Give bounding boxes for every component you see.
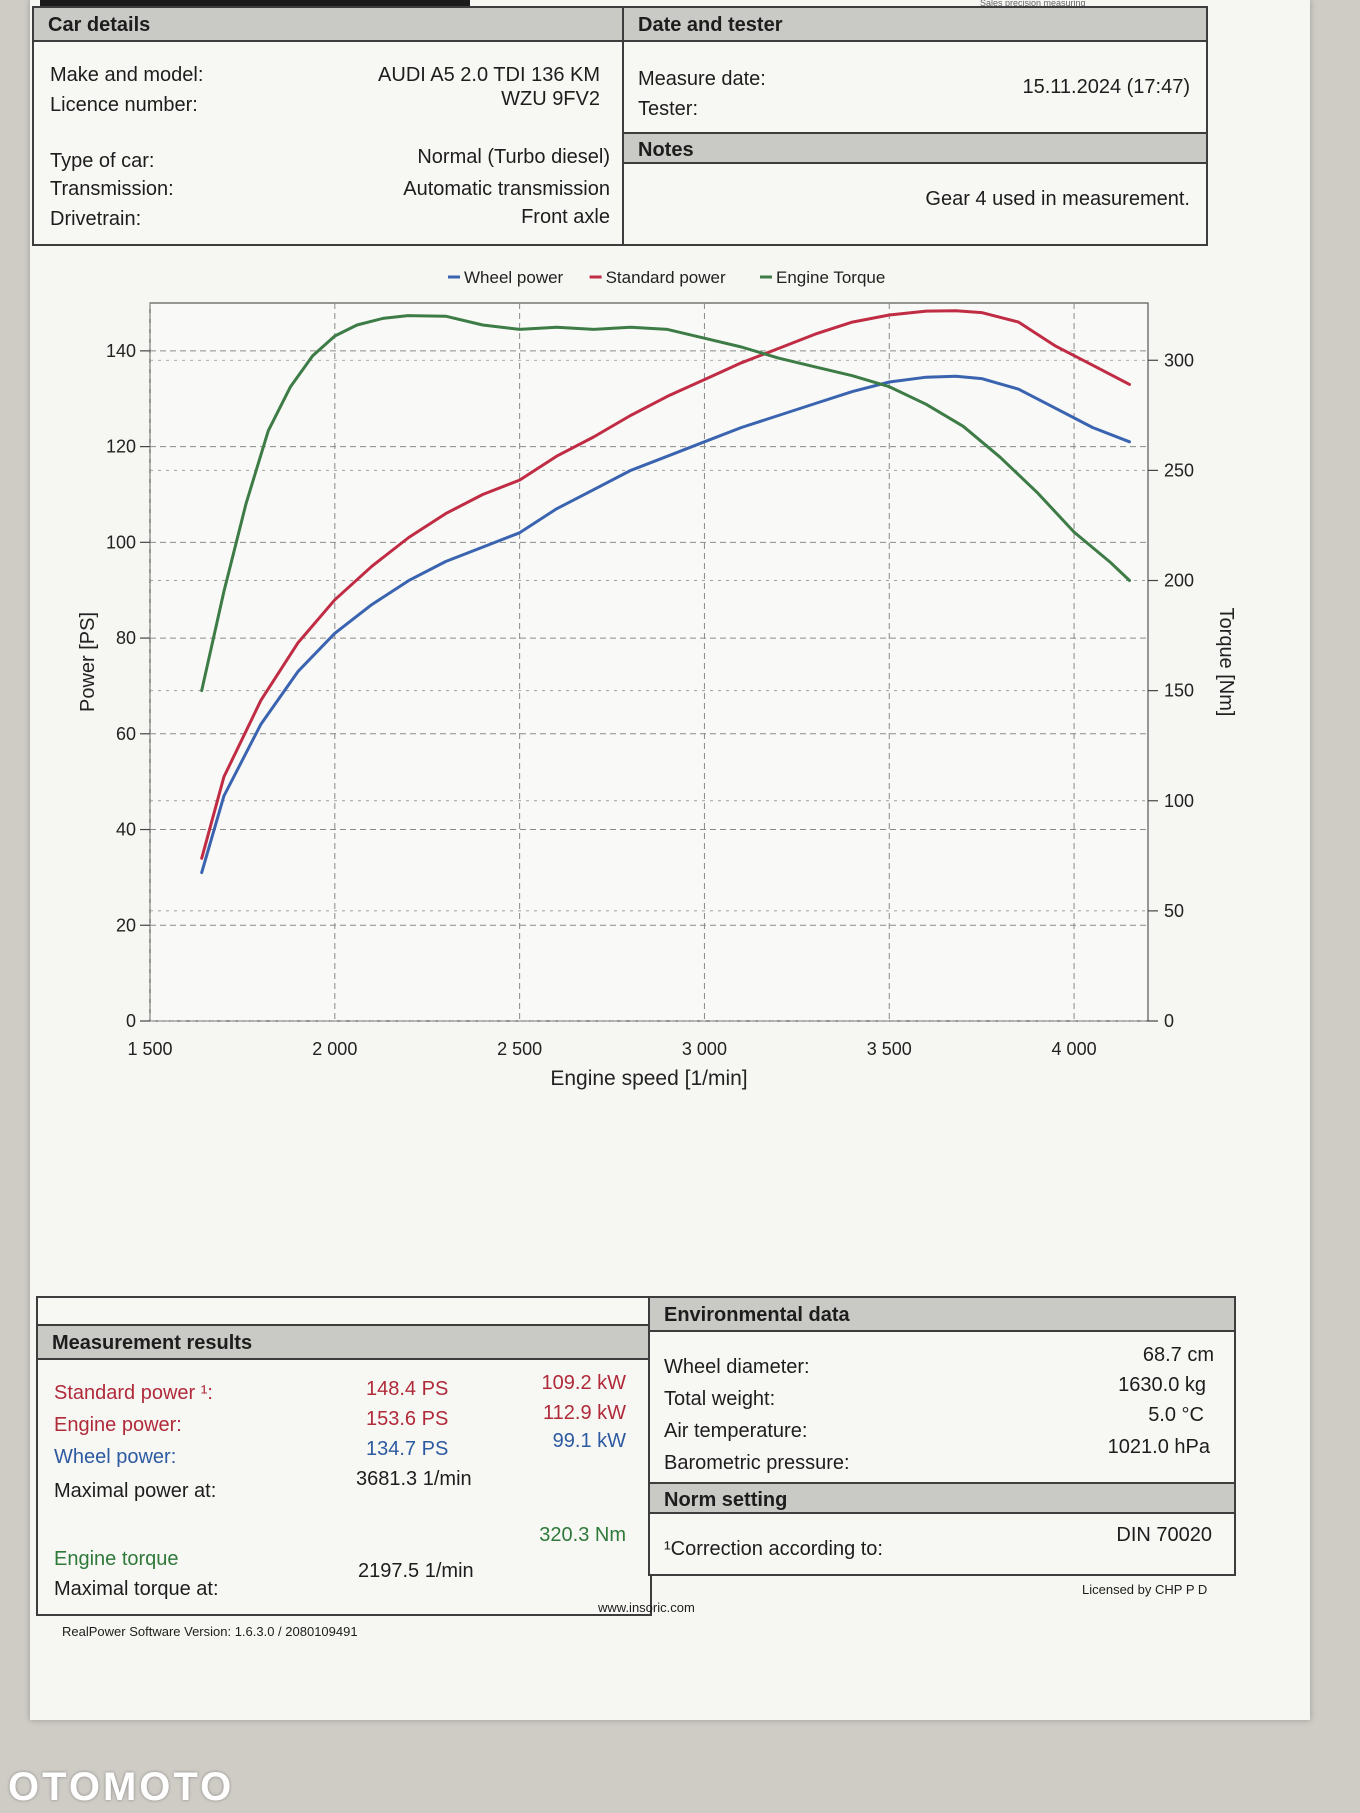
y-tick-label: 140 [106,341,136,361]
x-tick-label: 3 000 [682,1039,727,1059]
standard-power-ps: 148.4 PS [366,1378,449,1400]
series-line-engine-torque [200,314,1131,693]
total-weight-label: Total weight: [664,1388,776,1410]
date-tester-title: Date and tester [624,8,1206,42]
engine-power-ps: 153.6 PS [366,1408,449,1430]
software-version: RealPower Software Version: 1.6.3.0 / 20… [62,1624,358,1639]
y2-tick-label: 0 [1164,1011,1174,1031]
norm-setting-title: Norm setting [650,1482,1234,1514]
license-text: Licensed by CHP P D [1082,1582,1208,1597]
notes-title: Notes [624,132,1206,164]
measure-date-value: 15.11.2024 (17:47) [1022,76,1190,98]
measurement-results-panel: Measurement results Standard power ¹: 14… [36,1296,652,1616]
y-tick-label: 60 [116,724,136,744]
y-tick-label: 100 [106,532,136,552]
top-black-bar [40,0,470,8]
y-tick-label: 40 [116,820,136,840]
brand-text: Sales precision measuring [980,0,1086,8]
max-power-label: Maximal power at: [54,1480,217,1502]
max-power-value: 3681.3 1/min [356,1468,472,1490]
wheel-diameter-label: Wheel diameter: [664,1356,810,1378]
chart-svg: 1 500 2 000 2 500 3 000 3 500 4 000 0 20 40 60 80 1… [77,268,1237,1090]
dyno-report-sheet: Sales precision measuring Car details Ma… [30,0,1310,1720]
x-tick-label: 3 500 [867,1039,912,1059]
y-tick-label: 120 [106,437,136,457]
engine-power-kw: 112.9 kW [543,1402,626,1424]
legend-label: Engine Torque [776,268,885,287]
standard-power-label: Standard power ¹: [54,1382,213,1404]
car-details-title: Car details [34,8,624,42]
barometric-pressure-value: 1021.0 hPa [1107,1436,1210,1458]
series-line-wheel-power [200,374,1131,875]
transmission-value: Automatic transmission [403,178,610,200]
y2-tick-label: 250 [1164,460,1194,480]
barometric-pressure-label: Barometric pressure: [664,1452,850,1474]
series-line-standard-power [200,309,1131,860]
x-tick-label: 2 500 [497,1039,542,1059]
wheel-power-kw: 99.1 kW [552,1430,626,1452]
make-model-value: AUDI A5 2.0 TDI 136 KM [378,64,600,86]
transmission-label: Transmission: [50,178,174,200]
y2-tick-label: 150 [1164,681,1194,701]
x-tick-label: 1 500 [127,1039,172,1059]
norm-correction-value: DIN 70020 [1116,1524,1212,1546]
notes-text: Gear 4 used in measurement. [925,188,1190,210]
measurement-results-title: Measurement results [38,1324,650,1360]
x-axis-label: Engine speed [1/min] [550,1067,747,1090]
y-tick-label: 20 [116,915,136,935]
plot-area [149,302,1149,1022]
otomoto-watermark: OTOMOTO [8,1765,235,1809]
licence-number-label: Licence number: [50,94,198,116]
x-tick-label: 2 000 [312,1039,357,1059]
environmental-panel: Environmental data Wheel diameter: 68.7 … [648,1296,1236,1576]
norm-correction-label: ¹Correction according to: [664,1538,883,1560]
type-of-car-value: Normal (Turbo diesel) [417,146,610,168]
y-tick-label: 80 [116,628,136,648]
y2-tick-label: 100 [1164,791,1194,811]
licence-number-value: WZU 9FV2 [501,88,600,110]
car-details-panel: Car details Make and model: AUDI A5 2.0 … [32,6,626,246]
air-temperature-value: 5.0 °C [1148,1404,1204,1426]
y-tick-label: 0 [126,1011,136,1031]
drivetrain-value: Front axle [521,206,610,228]
air-temperature-label: Air temperature: [664,1420,808,1442]
make-model-label: Make and model: [50,64,204,86]
measure-date-label: Measure date: [638,68,766,90]
environmental-title: Environmental data [650,1298,1234,1332]
drivetrain-label: Drivetrain: [50,208,142,230]
tester-label: Tester: [638,98,699,120]
type-of-car-label: Type of car: [50,150,155,172]
y2-tick-label: 200 [1164,571,1194,591]
standard-power-kw: 109.2 kW [541,1372,626,1394]
max-torque-value: 2197.5 1/min [358,1560,474,1582]
engine-torque-value: 320.3 Nm [539,1524,626,1546]
y2-tick-label: 50 [1164,901,1184,921]
legend-label: Standard power [606,268,726,287]
website-text: www.insoric.com [598,1600,695,1615]
y-axis-label: Power [PS] [77,612,99,712]
max-torque-label: Maximal torque at: [54,1578,219,1600]
x-tick-label: 4 000 [1052,1039,1097,1059]
y2-axis-label: Torque [Nm] [1215,608,1237,717]
wheel-power-ps: 134.7 PS [366,1438,449,1460]
legend-label: Wheel power [464,268,564,287]
y2-tick-label: 300 [1164,350,1194,370]
date-tester-panel: Date and tester Measure date: 15.11.2024… [622,6,1208,246]
power-torque-chart: 1 500 2 000 2 500 3 000 3 500 4 000 0 20 40 60 80 1… [68,245,1268,1125]
wheel-diameter-value: 68.7 cm [1142,1344,1214,1366]
engine-torque-label: Engine torque [54,1548,179,1570]
total-weight-value: 1630.0 kg [1118,1374,1206,1396]
wheel-power-label: Wheel power: [54,1446,177,1468]
engine-power-label: Engine power: [54,1414,182,1436]
